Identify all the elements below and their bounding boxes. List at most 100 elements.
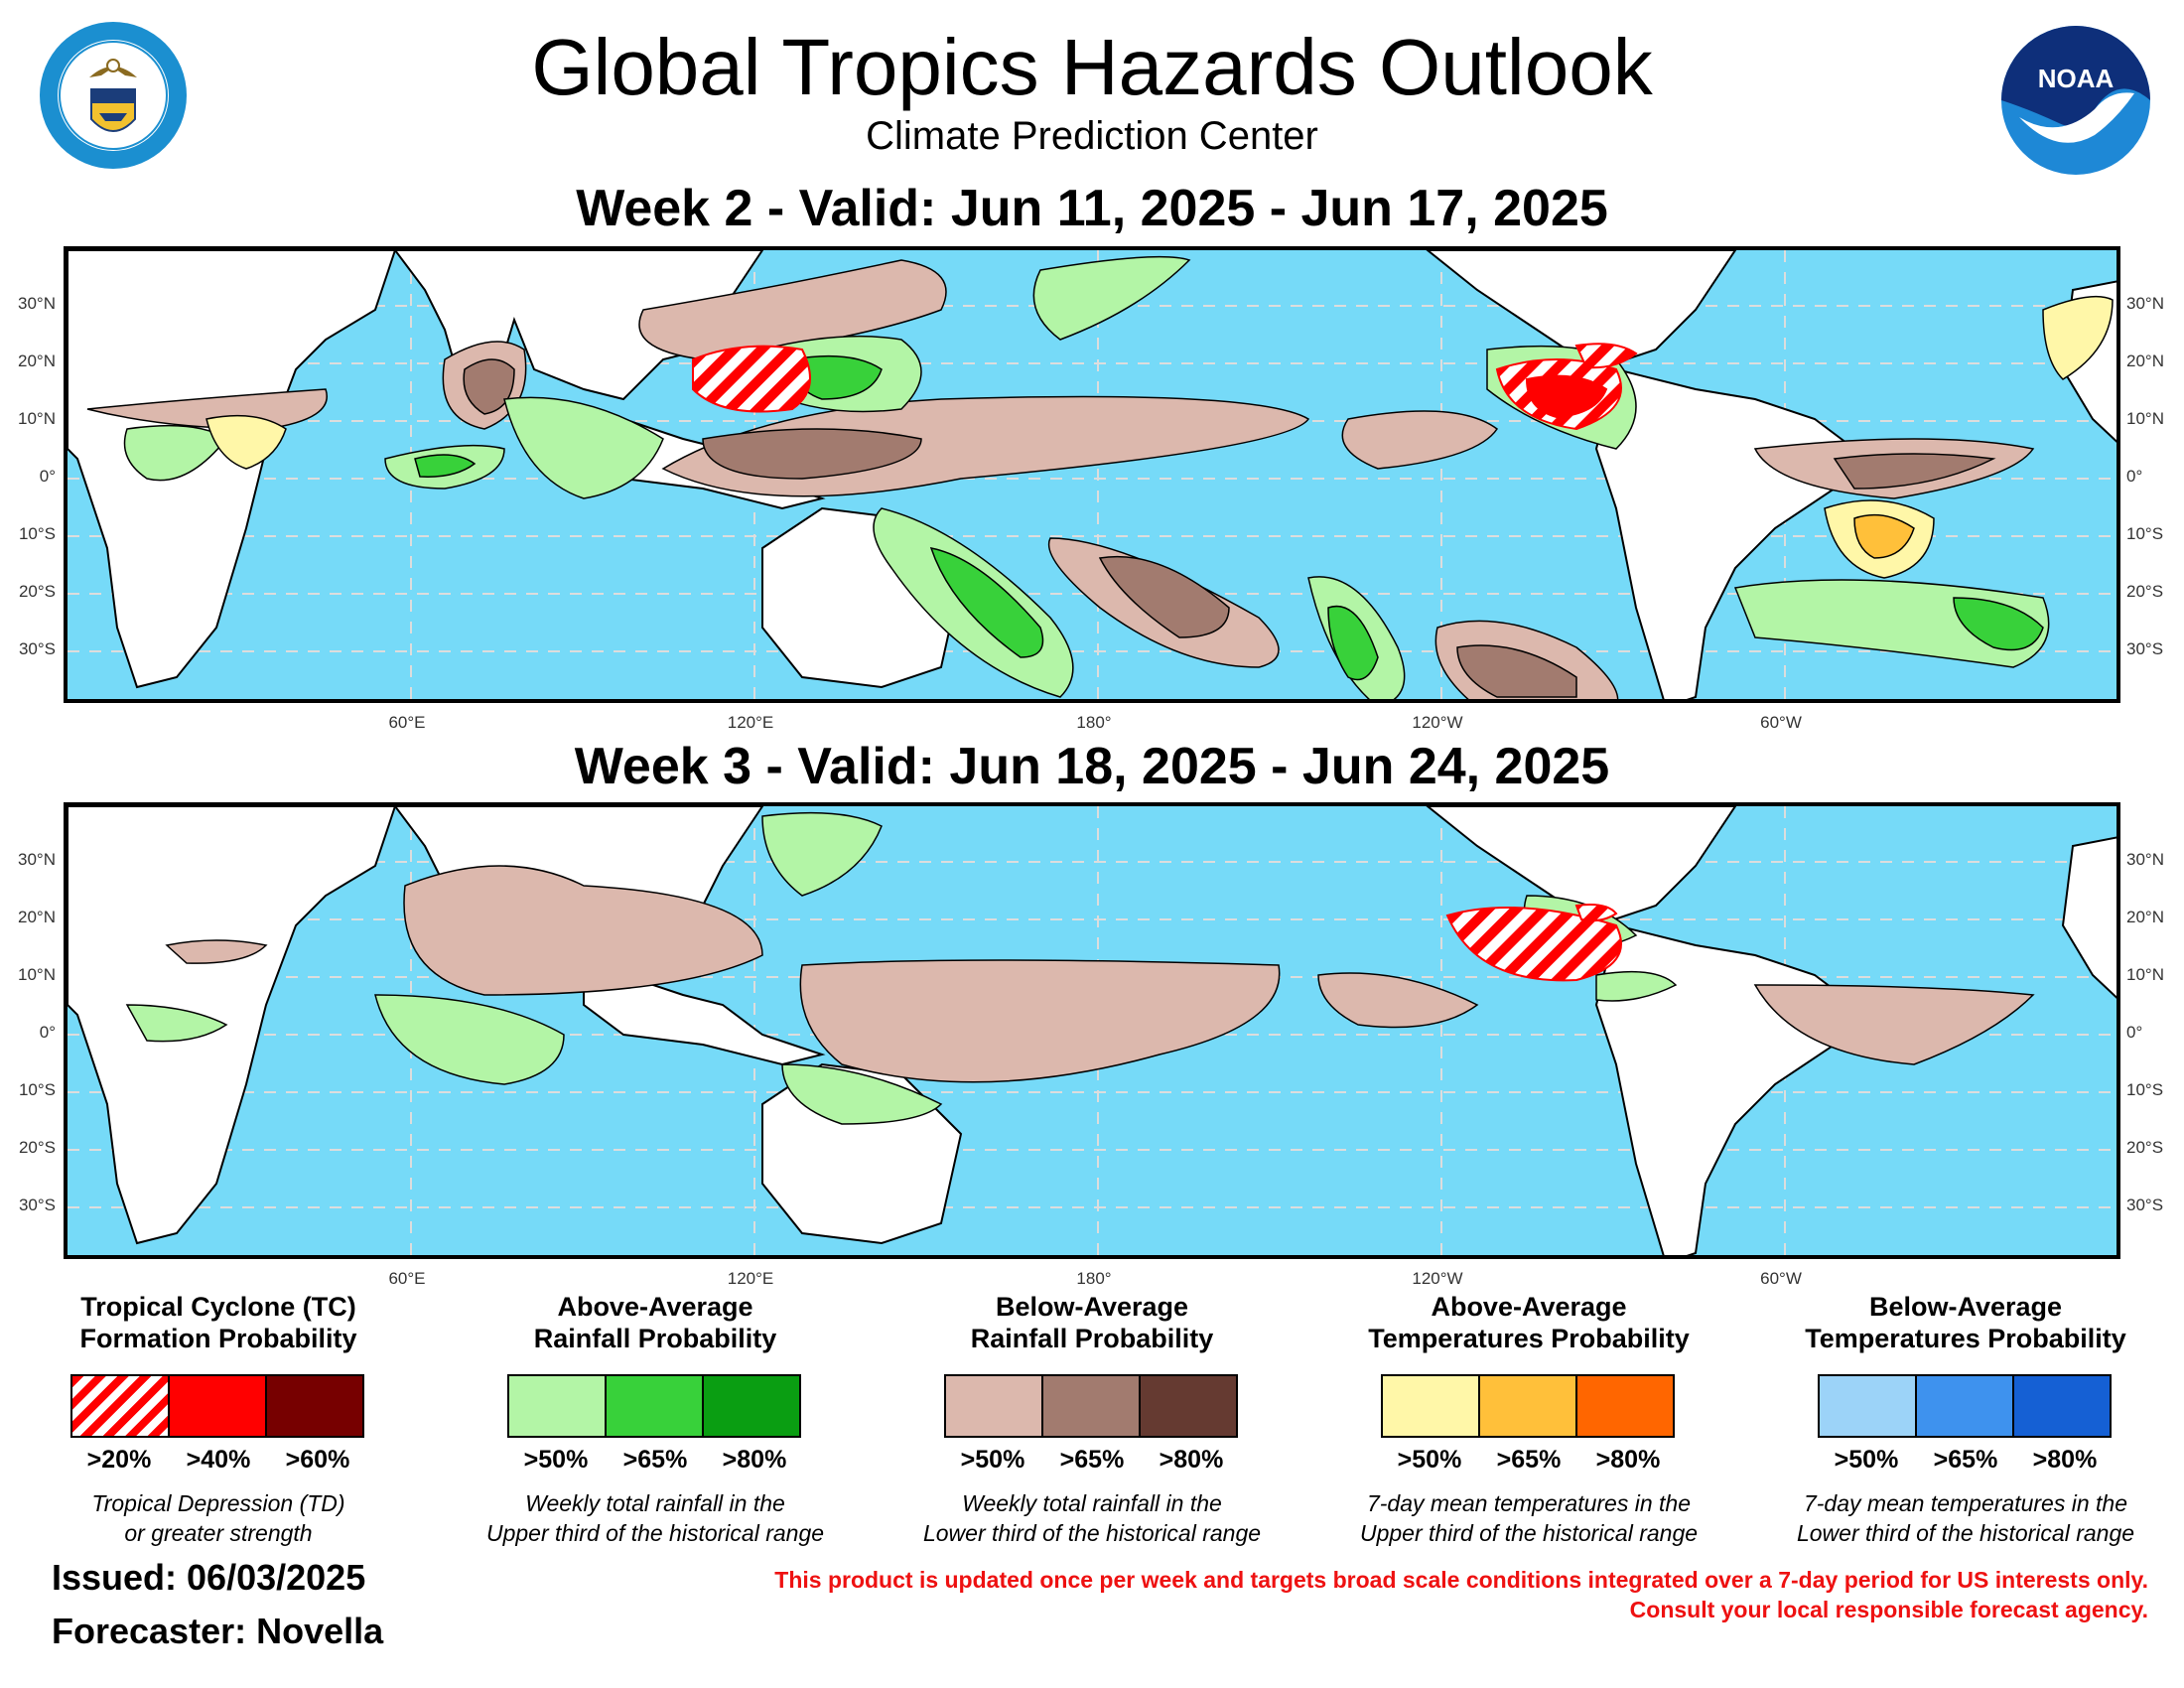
week2-lat-label-right: 30°N [2126, 294, 2164, 313]
week3-lat-label: 30°S [18, 1196, 56, 1214]
forecaster-name: Forecaster: Novella [52, 1611, 384, 1651]
noaa-logo-text: NOAA [2037, 64, 2115, 93]
noaa-logo-icon: NOAA [1999, 24, 2152, 177]
week3-lat-label-right: 20°N [2126, 908, 2164, 926]
legend-below-temp-swatch-50 [1818, 1374, 1917, 1438]
week2-lat-label-right: 20°N [2126, 352, 2164, 370]
legend-below-rain-swatch-80 [1139, 1374, 1238, 1438]
legend-below-rain-level: >50% [960, 1446, 1025, 1474]
legend-below-temp: Below-Average Temperatures Probability >… [1767, 1291, 2164, 1548]
north-america [1426, 806, 1737, 927]
week2-lat-label-right: 30°S [2126, 639, 2164, 658]
legend-above-temp-title-2: Temperatures Probability [1368, 1324, 1690, 1353]
legend-below-temp-level: >65% [1933, 1446, 1998, 1474]
week2-lat-label: 20°S [18, 582, 56, 601]
week2-lat-label-right: 10°S [2126, 524, 2164, 543]
above-temp-areas [205, 295, 2114, 579]
legend-above-temp-note-1: 7-day mean temperatures in the [1366, 1490, 1691, 1516]
legend-below-rain-title-2: Rainfall Probability [970, 1324, 1214, 1353]
week3-lon-label: 60°W [1760, 1269, 1802, 1288]
legend-below-rain-level: >65% [1059, 1446, 1125, 1474]
legend-below-temp-level: >50% [1834, 1446, 1899, 1474]
week2-lat-label: 30°S [18, 639, 56, 658]
legend-tc-note-1: Tropical Depression (TD) [91, 1490, 345, 1516]
legend-tc-title-1: Tropical Cyclone (TC) [80, 1292, 356, 1322]
page-subtitle: Climate Prediction Center [866, 114, 1318, 158]
legend-above-rain-level: >65% [622, 1446, 688, 1474]
week2-lat-label: 10°S [18, 524, 56, 543]
legend-below-temp-note-1: 7-day mean temperatures in the [1803, 1490, 2127, 1516]
legend-below-rain-note-2: Lower third of the historical range [922, 1520, 1262, 1546]
legend-below-rain-swatch-65 [1041, 1374, 1141, 1438]
legend-above-rain-note-2: Upper third of the historical range [485, 1520, 825, 1546]
week3-lat-label-right: 10°S [2126, 1080, 2164, 1099]
legend-below-rain-swatch-50 [944, 1374, 1043, 1438]
legend-above-rain-level: >80% [722, 1446, 787, 1474]
week2-lat-label: 30°N [18, 294, 56, 313]
legend-above-rain-title-1: Above-Average [557, 1292, 753, 1322]
legend-above-temp: Above-Average Temperatures Probability >… [1330, 1291, 1727, 1548]
africa [68, 250, 397, 689]
week2-lat-label-right: 10°N [2126, 409, 2164, 428]
disclaimer: This product is updated once per week an… [659, 1565, 2148, 1624]
maritime-continent [583, 963, 826, 1066]
legend-below-rain-title-1: Below-Average [995, 1292, 1189, 1322]
week3-title: Week 3 - Valid: Jun 18, 2025 - Jun 24, 2… [574, 738, 1610, 795]
page-title: Global Tropics Hazards Outlook [531, 23, 1653, 111]
legend-tc-swatch-20 [70, 1374, 170, 1438]
tc-areas [692, 343, 1638, 431]
week3-lon-label: 120°W [1412, 1269, 1463, 1288]
week2-title: Week 2 - Valid: Jun 11, 2025 - Jun 17, 2… [576, 180, 1608, 237]
week2-lon-label: 120°E [727, 713, 774, 732]
legend-above-rain-note-1: Weekly total rainfall in the [525, 1490, 785, 1516]
legend-tc-swatch-60 [265, 1374, 364, 1438]
week3-lon-label: 180° [1076, 1269, 1112, 1288]
legend-below-temp-swatch-80 [2012, 1374, 2112, 1438]
legend-above-temp-swatch-80 [1575, 1374, 1675, 1438]
week3-lat-label: 10°S [18, 1080, 56, 1099]
week2-lat-label-right: 20°S [2126, 582, 2164, 601]
week3-lon-label: 60°E [388, 1269, 426, 1288]
legend-tc-level: >60% [285, 1446, 350, 1474]
week3-lat-label: 10°N [18, 965, 56, 984]
legend-tc-level: >40% [186, 1446, 251, 1474]
legend-above-rain-swatch-50 [507, 1374, 607, 1438]
week3-map [64, 802, 2120, 1259]
week2-lat-label: 20°N [18, 352, 56, 370]
legend-above-temp-swatch-50 [1381, 1374, 1480, 1438]
legend-below-rain-level: >80% [1159, 1446, 1224, 1474]
tc-areas [1445, 904, 1622, 982]
department-of-commerce-seal-icon [38, 20, 189, 171]
legend-below-rain-note-1: Weekly total rainfall in the [962, 1490, 1222, 1516]
legend-above-rain-swatch-80 [702, 1374, 801, 1438]
week3-lat-label-right: 30°N [2126, 850, 2164, 869]
week2-lat-label: 10°N [18, 409, 56, 428]
legend-above-temp-title-1: Above-Average [1431, 1292, 1627, 1322]
week3-lat-label-right: 10°N [2126, 965, 2164, 984]
legend-tc-swatch-40 [168, 1374, 267, 1438]
week2-lon-label: 180° [1076, 713, 1112, 732]
week3-lat-label: 20°S [18, 1138, 56, 1157]
legend-above-temp-note-2: Upper third of the historical range [1359, 1520, 1699, 1546]
legend-above-rain-swatch-65 [605, 1374, 704, 1438]
week3-lat-label-right: 20°S [2126, 1138, 2164, 1157]
week3-lat-label: 0° [39, 1023, 56, 1042]
week3-lat-label: 20°N [18, 908, 56, 926]
week2-lon-label: 60°E [388, 713, 426, 732]
legend-above-temp-level: >65% [1496, 1446, 1562, 1474]
legend-below-temp-swatch-65 [1915, 1374, 2014, 1438]
legend-above-temp-level: >80% [1595, 1446, 1661, 1474]
below-rain-areas [165, 865, 2035, 1083]
legend-below-temp-title-2: Temperatures Probability [1805, 1324, 2126, 1353]
week2-lat-label: 0° [39, 467, 56, 486]
legend-tc-level: >20% [86, 1446, 152, 1474]
week2-map [64, 246, 2120, 703]
west-africa-east-edge [2061, 836, 2116, 999]
legend-tc-title-2: Formation Probability [79, 1324, 357, 1353]
week2-lat-label-right: 0° [2126, 467, 2143, 486]
week3-lat-label-right: 0° [2126, 1023, 2143, 1042]
legend-below-temp-title-1: Below-Average [1868, 1292, 2063, 1322]
disclaimer-line-2: Consult your local responsible forecast … [1629, 1597, 2148, 1622]
legend-above-rain-title-2: Rainfall Probability [533, 1324, 777, 1353]
legend-above-rain-level: >50% [523, 1446, 589, 1474]
